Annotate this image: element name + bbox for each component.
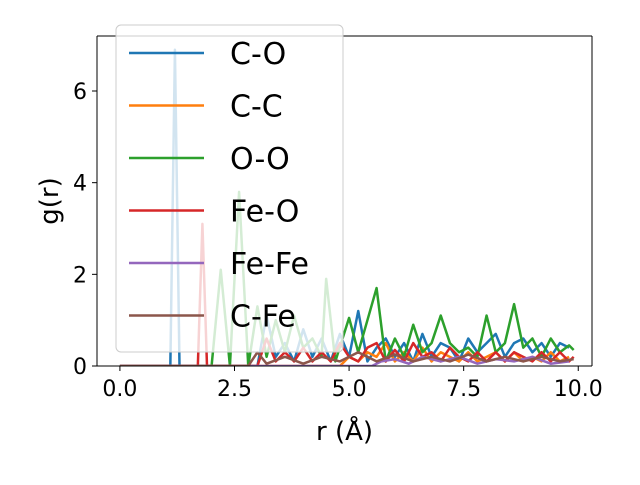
x-axis-label: r (Å) bbox=[316, 415, 373, 447]
x-tick-label: 2.5 bbox=[217, 377, 252, 402]
x-tick-label: 7.5 bbox=[446, 377, 481, 402]
legend-label-c-c: C-C bbox=[230, 90, 283, 125]
x-tick-label: 10.0 bbox=[554, 377, 603, 402]
series-line-c-fe bbox=[119, 351, 574, 366]
legend-label-o-o: O-O bbox=[230, 142, 290, 177]
legend-label-fe-fe: Fe-Fe bbox=[230, 247, 309, 282]
legend-label-fe-o: Fe-O bbox=[230, 195, 299, 230]
legend-label-c-fe: C-Fe bbox=[230, 300, 296, 335]
series-line-fe-fe bbox=[119, 355, 570, 366]
legend-label-c-o: C-O bbox=[230, 37, 286, 72]
y-tick-label: 2 bbox=[73, 263, 87, 288]
x-tick-label: 5.0 bbox=[332, 377, 367, 402]
y-tick-label: 6 bbox=[73, 80, 87, 105]
y-tick-label: 0 bbox=[73, 355, 87, 380]
x-tick-label: 0.0 bbox=[102, 377, 137, 402]
y-axis-label: g(r) bbox=[35, 177, 65, 224]
y-tick-label: 4 bbox=[73, 172, 87, 197]
